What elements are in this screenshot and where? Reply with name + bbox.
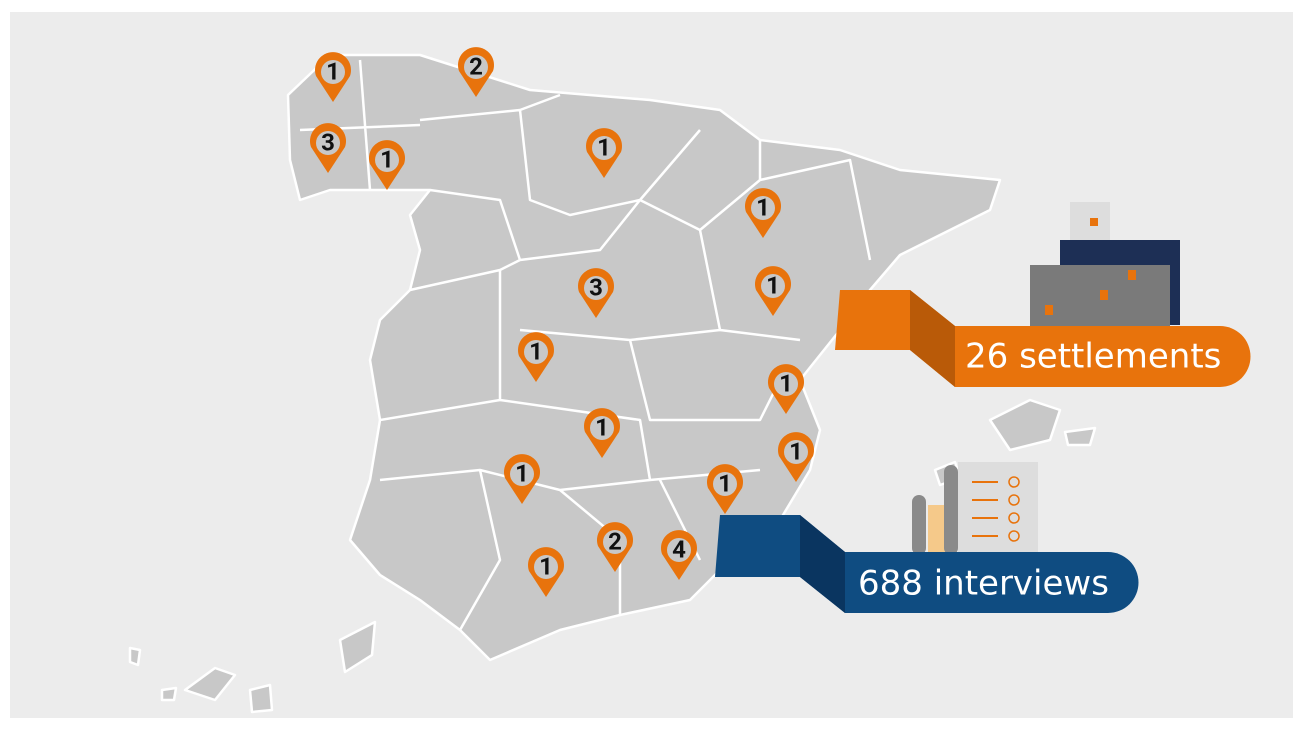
- pin-label: 4: [672, 535, 686, 563]
- pin: 1: [778, 432, 815, 482]
- pin: 2: [458, 47, 494, 97]
- spain-map: [128, 53, 1097, 714]
- pin-center: [534, 555, 558, 579]
- pin-label: 1: [529, 337, 543, 365]
- menorca: [1063, 426, 1097, 447]
- canary-4: [128, 646, 142, 667]
- settlements-box: [955, 326, 1251, 387]
- pin-label: 1: [595, 413, 609, 441]
- pin-label: 1: [756, 193, 770, 221]
- interviews-text: 688 interviews: [858, 564, 1109, 604]
- pin-label: 1: [597, 133, 611, 161]
- pin: 1: [369, 140, 406, 190]
- pins: 1 2 3 1 1 1 3 1 1 1 1 1 1 1 2 4 1: [310, 47, 815, 597]
- pin: 1: [528, 547, 565, 597]
- pin-center: [713, 472, 737, 496]
- pin: 1: [315, 52, 352, 102]
- canary-1: [338, 620, 377, 674]
- pin-label: 1: [789, 437, 803, 465]
- pin-label: 1: [539, 552, 553, 580]
- pin: 1: [768, 364, 805, 414]
- mainland: [286, 53, 1002, 662]
- pin-center: [590, 416, 614, 440]
- pin-label: 3: [589, 273, 603, 301]
- pin: 3: [578, 268, 614, 318]
- pin: 1: [744, 188, 781, 238]
- pin-center: [316, 131, 340, 155]
- pin-center: [584, 276, 608, 300]
- pin-center: [667, 538, 691, 562]
- pin-label: 1: [380, 145, 394, 173]
- pin: 1: [707, 464, 743, 514]
- canary-5: [160, 686, 178, 702]
- pin: 2: [597, 522, 633, 572]
- settlements-fold: [910, 290, 955, 387]
- pin-center: [321, 60, 345, 84]
- pin: 3: [310, 123, 346, 173]
- pin-center: [774, 372, 798, 396]
- canary-2: [183, 666, 237, 702]
- pin: 1: [504, 454, 540, 504]
- pin-center: [784, 440, 808, 464]
- settlements-text: 26 settlements: [965, 337, 1221, 377]
- interviews-illustration: [912, 462, 1038, 562]
- pin-center: [510, 462, 534, 486]
- pin: 1: [584, 408, 620, 458]
- pin-label: 1: [766, 271, 780, 299]
- pin-label: 1: [718, 469, 732, 497]
- interviews-box: [845, 552, 1139, 613]
- pin-center: [375, 148, 399, 172]
- pin-label: 2: [469, 52, 483, 80]
- pin-center: [761, 274, 785, 298]
- mallorca: [988, 398, 1062, 452]
- pin: 1: [755, 266, 791, 316]
- pin-label: 1: [326, 57, 340, 85]
- interviews-fold: [800, 515, 845, 613]
- pin-center: [751, 196, 775, 220]
- pin: 1: [518, 332, 554, 382]
- settlements-illustration: [1030, 202, 1180, 327]
- pin: 1: [586, 128, 622, 178]
- pin-label: 1: [515, 459, 529, 487]
- pin-center: [603, 530, 627, 554]
- pin: 4: [661, 530, 697, 580]
- pin-label: 1: [779, 369, 793, 397]
- pin-center: [524, 340, 548, 364]
- pin-center: [464, 55, 488, 79]
- pin-label: 3: [321, 128, 335, 156]
- canary-3: [248, 683, 274, 714]
- pin-center: [592, 136, 616, 160]
- pin-label: 2: [608, 527, 622, 555]
